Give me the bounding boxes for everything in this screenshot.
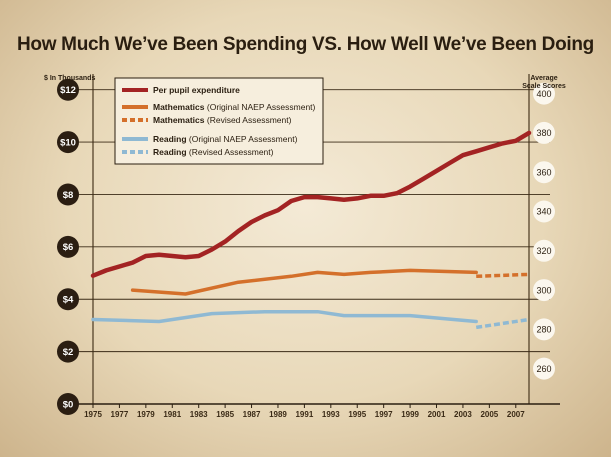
- legend-label-math-revised: Mathematics (Revised Assessment): [153, 115, 292, 125]
- left-tick-badge: [57, 183, 79, 206]
- legend-label-spending: Per pupil expenditure: [153, 85, 240, 95]
- series-lines: [90, 130, 532, 330]
- legend-label-reading-revised: Reading (Revised Assessment): [153, 147, 274, 157]
- x-tick-label: 1989: [269, 410, 287, 419]
- x-tick-label: 1993: [322, 410, 340, 419]
- x-tick-label: 1987: [243, 410, 261, 419]
- chart-title: How Much We’ve Been Spending VS. How Wel…: [17, 34, 594, 55]
- left-axis-ticks: $0 $2 $4 $6 $8 $10 $12: [57, 78, 79, 415]
- series-line-per-pupil-expenditure-original: [90, 130, 532, 278]
- x-tick-label: 1975: [84, 410, 102, 419]
- left-tick-label: $4: [63, 295, 74, 306]
- x-tick-label: 2007: [507, 410, 525, 419]
- right-axis-title-line2: Scale Scores: [522, 83, 566, 90]
- right-tick-badge: [533, 239, 555, 262]
- left-tick-label: $0: [63, 399, 74, 410]
- x-tick-label: 1997: [375, 410, 393, 419]
- left-tick-label: $8: [63, 190, 74, 201]
- x-tick-label: 1977: [111, 410, 129, 419]
- left-tick-badge: [57, 393, 79, 415]
- x-tick-label: 2003: [454, 410, 472, 419]
- x-tick-label: 1979: [137, 410, 155, 419]
- right-axis-title-line1: Average: [530, 75, 557, 82]
- left-tick-label: $10: [60, 137, 76, 148]
- right-tick-label: 260: [536, 364, 551, 374]
- x-tick-label: 2005: [480, 410, 498, 419]
- right-tick-label: 360: [536, 167, 551, 177]
- legend: Per pupil expenditure Mathematics (Origi…: [114, 77, 324, 165]
- x-axis-ticks: 1975 1977 1979 1981 1983 1985 1987 1989 1991 1993…: [84, 404, 525, 419]
- right-tick-label: 340: [536, 207, 551, 217]
- x-tick-label: 1983: [190, 410, 208, 419]
- right-tick-badge: [533, 161, 555, 184]
- right-tick-label: 320: [536, 246, 551, 256]
- left-tick-label: $2: [63, 347, 74, 358]
- right-tick-badge: [533, 318, 555, 341]
- left-axis-title: $ In Thousands: [44, 75, 95, 82]
- right-tick-badge: [533, 200, 555, 223]
- right-tick-label: 380: [536, 128, 551, 138]
- legend-box: [114, 77, 324, 165]
- series-line-reading-original: [91, 309, 478, 324]
- left-tick-label: $6: [63, 242, 74, 253]
- x-tick-label: 1991: [295, 410, 313, 419]
- left-tick-badge: [57, 288, 79, 311]
- left-tick-badge: [57, 235, 79, 258]
- right-tick-badge: [533, 121, 555, 144]
- series-line-reading-revised: [475, 317, 530, 330]
- x-tick-label: 1995: [348, 410, 366, 419]
- x-tick-label: 1981: [163, 410, 181, 419]
- x-tick-label: 2001: [428, 410, 446, 419]
- legend-label-reading-original: Reading (Original NAEP Assessment): [153, 134, 298, 144]
- right-tick-badge: [533, 357, 555, 380]
- series-line-mathematics-revised: [476, 272, 530, 279]
- x-tick-label: 1999: [401, 410, 419, 419]
- left-tick-badge: [57, 131, 79, 154]
- left-tick-label: $12: [60, 85, 76, 96]
- left-tick-badge: [57, 78, 79, 101]
- right-tick-label: 280: [536, 325, 551, 335]
- right-tick-label: 300: [536, 285, 551, 295]
- right-tick-label: 400: [536, 89, 551, 99]
- right-tick-badge: [533, 82, 555, 105]
- series-line-mathematics-original: [130, 268, 478, 296]
- legend-label-math-original: Mathematics (Original NAEP Assessment): [153, 102, 316, 112]
- x-tick-label: 1985: [216, 410, 234, 419]
- right-axis-ticks: 260 280 300 320 340 360 380 400: [533, 82, 555, 380]
- right-tick-badge: [533, 279, 555, 302]
- left-tick-badge: [57, 340, 79, 363]
